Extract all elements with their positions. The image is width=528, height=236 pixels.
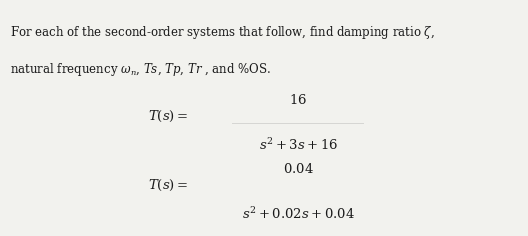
- Text: $s^2 + 0.02s + 0.04$: $s^2 + 0.02s + 0.04$: [242, 206, 355, 222]
- Text: natural frequency $\omega_n$, $Ts$, $Tp$, $Tr$ , and %OS.: natural frequency $\omega_n$, $Ts$, $Tp$…: [10, 61, 271, 78]
- Text: $16$: $16$: [289, 93, 307, 107]
- Text: $0.04$: $0.04$: [283, 162, 314, 176]
- Text: For each of the second-order systems that follow, find damping ratio $\zeta$,: For each of the second-order systems tha…: [10, 24, 435, 41]
- Text: $s^2 + 3s + 16$: $s^2 + 3s + 16$: [259, 137, 338, 153]
- Text: $T(s) =$: $T(s) =$: [148, 178, 188, 193]
- Text: $T(s) =$: $T(s) =$: [148, 109, 188, 124]
